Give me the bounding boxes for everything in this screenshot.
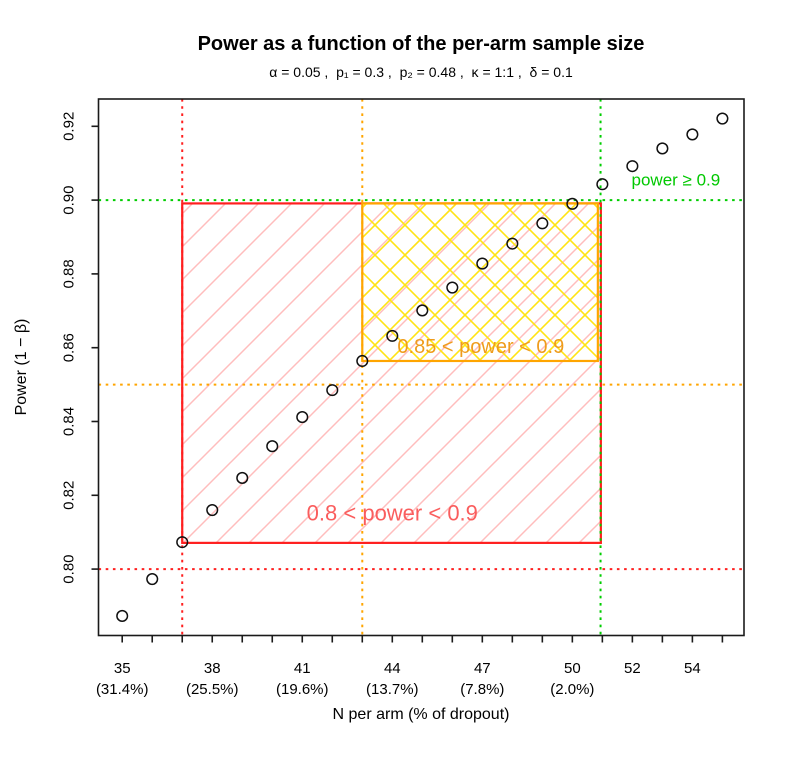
data-point (686, 128, 699, 141)
data-point (206, 503, 219, 517)
x-tick-label: 38 (204, 660, 221, 677)
chart-title: Power as a function of the per-arm sampl… (197, 33, 645, 55)
x-tick-dropout-label: (31.4%) (96, 681, 149, 698)
x-tick-label: 54 (684, 660, 701, 677)
data-point (386, 329, 399, 342)
data-point (446, 281, 459, 294)
data-point (716, 112, 729, 125)
x-tick-dropout-label: (25.5%) (186, 681, 239, 698)
data-point (266, 440, 279, 453)
x-tick-label: 50 (564, 660, 581, 677)
y-tick-label: 0.82 (61, 481, 78, 510)
data-point (536, 217, 549, 230)
y-axis-label: Power (1 − β) (13, 318, 30, 416)
x-tick-label: 44 (384, 660, 401, 677)
y-tick-label: 0.92 (61, 112, 78, 141)
y-tick-label: 0.80 (61, 554, 78, 583)
label-power-085-09: 0.85 < power < 0.9 (397, 336, 564, 358)
y-tick-label: 0.88 (61, 259, 78, 288)
x-tick-label: 47 (474, 660, 491, 677)
y-tick-label: 0.86 (61, 333, 78, 362)
x-axis-label: N per arm (% of dropout) (332, 706, 510, 723)
label-power-ge-09: power ≥ 0.9 (632, 171, 721, 190)
region-power-0.85-0.9 (361, 202, 599, 363)
data-point (296, 411, 309, 424)
x-tick-dropout-label: (7.8%) (460, 681, 504, 698)
x-tick-dropout-label: (2.0%) (550, 681, 594, 698)
data-point (356, 354, 369, 368)
data-point (566, 197, 579, 210)
data-point (176, 536, 189, 549)
plot-border (97, 98, 745, 637)
data-point (146, 572, 159, 586)
data-point (656, 142, 669, 155)
chart-subtitle: α = 0.05 , p₁ = 0.3 , p₂ = 0.48 , κ = 1:… (269, 64, 573, 80)
data-point (236, 471, 249, 484)
x-tick-dropout-label: (19.6%) (276, 681, 329, 698)
label-power-08-09: 0.8 < power < 0.9 (307, 500, 478, 525)
data-point (626, 160, 639, 173)
x-tick-label: 52 (624, 660, 641, 677)
y-tick-label: 0.90 (61, 185, 78, 214)
data-point (506, 237, 519, 250)
data-point (326, 384, 339, 397)
x-tick-dropout-label: (13.7%) (366, 681, 419, 698)
x-tick-label: 35 (114, 660, 131, 677)
data-point (596, 178, 609, 191)
data-point (476, 257, 489, 270)
y-tick-label: 0.84 (61, 407, 78, 436)
x-tick-label: 41 (294, 660, 311, 677)
data-point (416, 304, 429, 317)
data-point (116, 609, 129, 622)
